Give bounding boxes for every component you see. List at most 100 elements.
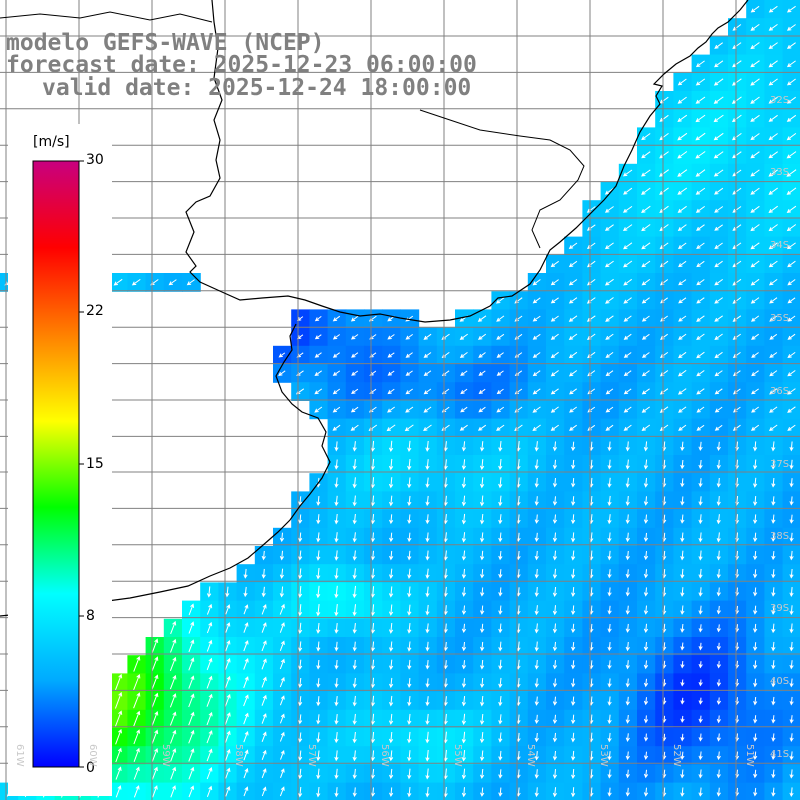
wind-arrow <box>225 767 231 779</box>
wind-arrow <box>243 749 249 761</box>
wind-arrow <box>534 714 539 725</box>
wind-arrow <box>716 787 721 797</box>
wind-arrow <box>316 750 321 762</box>
wind-arrow <box>152 785 158 798</box>
wind-arrow <box>643 642 649 652</box>
wind-arrow <box>659 132 669 141</box>
wind-arrow <box>206 603 213 615</box>
wind-arrow <box>787 260 796 268</box>
wind-arrow <box>332 315 341 322</box>
wind-arrow <box>243 712 249 725</box>
wind-arrow <box>696 424 705 431</box>
wind-arrow <box>789 769 794 779</box>
wind-arrow <box>771 787 776 797</box>
wind-arrow <box>461 660 467 670</box>
wind-arrow <box>698 661 703 669</box>
colorbar <box>32 160 80 768</box>
wind-arrow <box>534 441 539 452</box>
wind-arrow <box>370 768 376 780</box>
wind-arrow <box>407 696 412 707</box>
wind-arrow <box>389 532 394 543</box>
wind-arrow <box>680 441 685 452</box>
longitude-label: 59W <box>160 744 171 767</box>
wind-arrow <box>334 641 339 652</box>
wind-arrow <box>480 641 485 652</box>
wind-arrow <box>771 696 776 706</box>
wind-arrow <box>607 532 612 543</box>
wind-arrow <box>623 297 632 304</box>
wind-arrow <box>753 769 758 779</box>
wind-arrow <box>714 297 723 304</box>
wind-arrow <box>571 514 576 525</box>
wind-arrow <box>714 260 723 268</box>
wind-arrow <box>243 604 249 615</box>
wind-arrow <box>696 260 705 268</box>
wind-arrow <box>188 657 195 671</box>
wind-arrow <box>571 532 576 543</box>
wind-arrow <box>188 766 195 780</box>
wind-arrow <box>389 787 394 798</box>
wind-arrow <box>498 787 503 797</box>
wind-arrow <box>261 768 267 779</box>
wind-arrow <box>753 551 758 561</box>
wind-arrow <box>334 604 339 617</box>
wind-arrow <box>698 568 703 579</box>
wind-arrow <box>314 406 323 413</box>
wind-arrow <box>625 733 630 742</box>
wind-arrow <box>625 605 630 615</box>
wind-arrow <box>731 114 742 123</box>
wind-arrow <box>243 676 249 689</box>
wind-arrow <box>188 675 195 689</box>
wind-arrow <box>534 568 539 579</box>
wind-arrow <box>789 678 794 688</box>
wind-arrow <box>716 605 721 615</box>
wind-arrow <box>751 352 759 358</box>
wind-arrow <box>750 60 760 68</box>
wind-arrow <box>332 370 341 376</box>
wind-arrow <box>352 532 357 543</box>
wind-arrow <box>716 642 721 651</box>
wind-arrow <box>659 187 669 195</box>
wind-arrow <box>425 641 430 652</box>
wind-arrow <box>498 677 503 689</box>
wind-arrow <box>643 532 649 542</box>
border-line <box>0 11 585 249</box>
wind-arrow <box>714 370 723 377</box>
wind-arrow <box>696 333 705 341</box>
wind-arrow <box>133 710 141 727</box>
wind-arrow <box>587 424 596 431</box>
wind-arrow <box>607 495 612 507</box>
wind-arrow <box>680 514 685 524</box>
wind-arrow <box>552 660 558 670</box>
wind-arrow <box>316 678 321 688</box>
wind-arrow <box>316 732 321 743</box>
wind-arrow <box>750 133 760 141</box>
wind-arrow <box>696 351 705 359</box>
wind-arrow <box>753 514 758 525</box>
wind-arrow <box>625 569 630 579</box>
wind-arrow <box>534 641 539 652</box>
wind-arrow <box>459 333 468 340</box>
wind-arrow <box>643 569 649 579</box>
wind-arrow <box>532 406 541 413</box>
wind-arrow <box>605 297 614 304</box>
colorbar-tick-label: 22 <box>86 303 104 319</box>
wind-arrow <box>370 550 376 561</box>
wind-arrow <box>713 114 724 123</box>
wind-arrow <box>170 748 177 762</box>
wind-arrow <box>768 169 778 177</box>
wind-arrow <box>552 605 558 616</box>
wind-arrow <box>206 639 213 652</box>
wind-arrow <box>677 242 687 250</box>
wind-arrow <box>607 751 612 761</box>
wind-arrow <box>206 586 212 598</box>
wind-arrow <box>460 388 468 395</box>
wind-arrow <box>625 495 630 507</box>
wind-arrow <box>623 187 633 195</box>
wind-arrow <box>607 787 612 797</box>
wind-arrow <box>768 42 778 49</box>
wind-arrow <box>498 569 503 579</box>
wind-arrow <box>498 477 503 489</box>
wind-arrow <box>370 695 376 707</box>
wind-arrow <box>607 459 612 470</box>
